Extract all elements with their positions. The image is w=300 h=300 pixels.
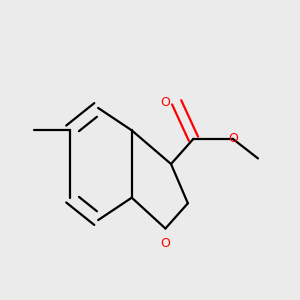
- Text: O: O: [228, 132, 238, 145]
- Text: O: O: [160, 237, 170, 250]
- Text: O: O: [160, 96, 169, 109]
